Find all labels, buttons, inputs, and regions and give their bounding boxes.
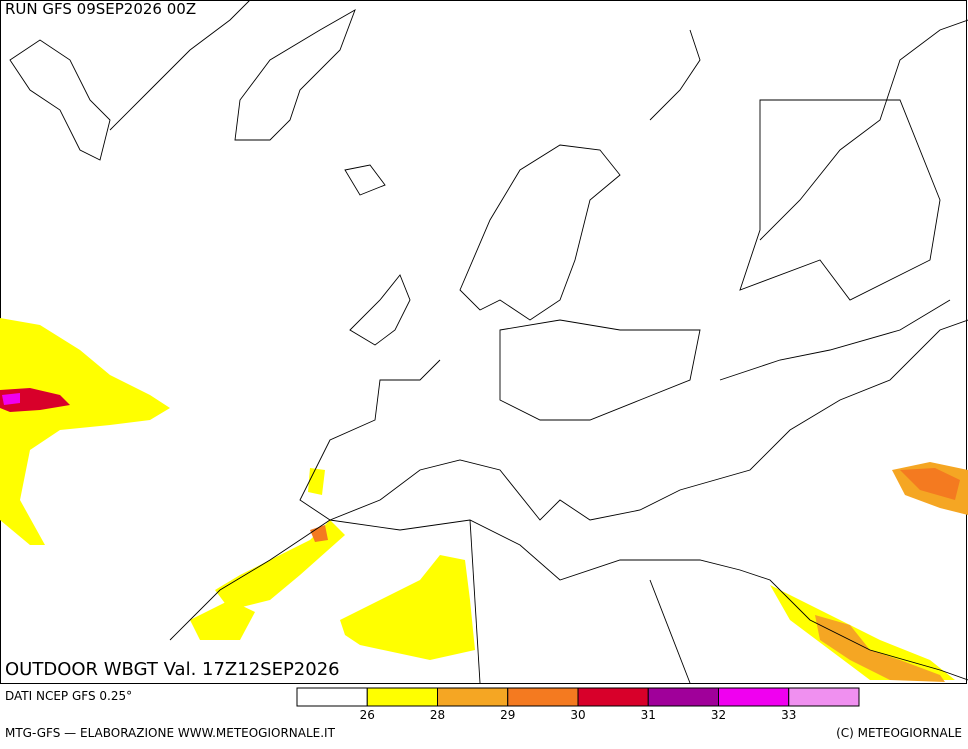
legend-label: 28 [430, 708, 445, 722]
legend-swatch [296, 687, 368, 707]
legend-label: 30 [570, 708, 585, 722]
map-title: OUTDOOR WBGT Val. 17Z12SEP2026 [5, 659, 340, 680]
wbgt-fields [0, 318, 968, 682]
borders [469, 99, 951, 684]
legend-label: 29 [500, 708, 515, 722]
color-legend: 26 28 29 30 31 32 33 [296, 687, 860, 722]
legend-label: 26 [360, 708, 375, 722]
credits-label: MTG-GFS — ELABORAZIONE WWW.METEOGIORNALE… [5, 726, 336, 740]
legend-label: 31 [641, 708, 656, 722]
legend-swatch [437, 687, 509, 707]
copyright-label: (C) METEOGIORNALE [836, 726, 962, 740]
source-label: DATI NCEP GFS 0.25° [5, 689, 132, 703]
legend-swatch [788, 687, 860, 707]
coastlines [9, 0, 968, 681]
legend-label: 33 [781, 708, 796, 722]
map-frame [0, 0, 967, 684]
legend-swatch [577, 687, 649, 707]
legend-swatch [366, 687, 438, 707]
legend-swatch [647, 687, 719, 707]
legend-swatch [718, 687, 790, 707]
legend-swatch [507, 687, 579, 707]
legend-label: 32 [711, 708, 726, 722]
run-label: RUN GFS 09SEP2026 00Z [5, 0, 196, 18]
